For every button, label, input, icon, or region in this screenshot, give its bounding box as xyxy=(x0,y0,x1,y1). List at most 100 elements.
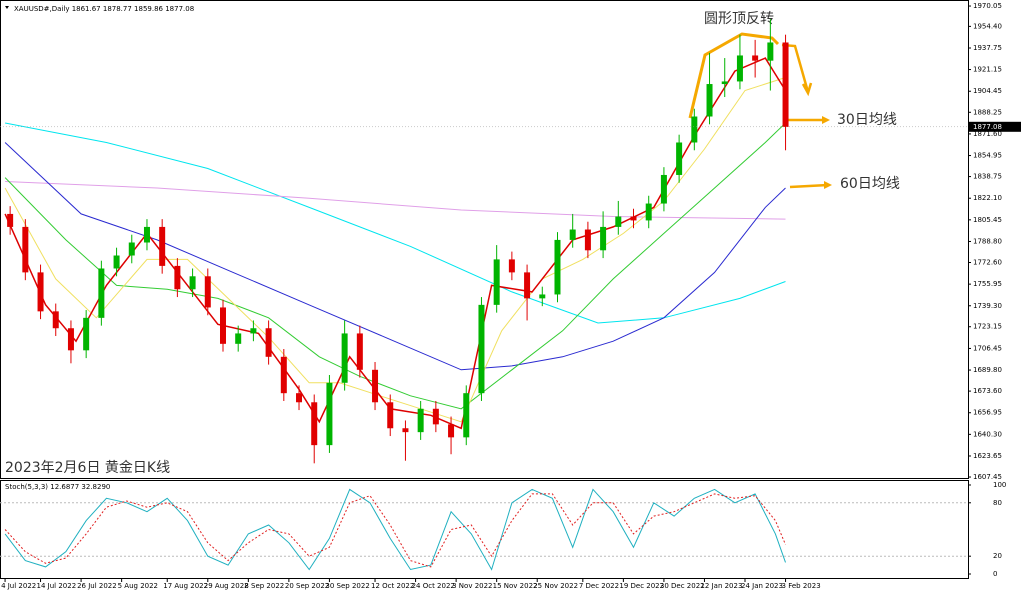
candle-body xyxy=(584,229,591,251)
candle-body xyxy=(311,402,318,446)
candle-body xyxy=(22,226,29,273)
y-tick-label: 100 xyxy=(993,481,1006,489)
annotation: 60日均线 xyxy=(840,176,900,192)
stoch-frame xyxy=(0,480,969,579)
y-tick-label: 1706.45 xyxy=(973,344,1002,352)
x-tick-label: 26 Jul 2022 xyxy=(77,582,117,590)
x-tick-label: 3 Nov 2022 xyxy=(452,582,492,590)
candle-body xyxy=(782,42,789,127)
arrow-head xyxy=(824,181,832,189)
candle-body xyxy=(52,311,59,329)
candle-body xyxy=(569,229,576,240)
y-tick-label: 1921.15 xyxy=(973,66,1002,74)
candle-body xyxy=(463,393,470,438)
x-tick-label: 12 Oct 2022 xyxy=(371,582,414,590)
candle-body xyxy=(128,242,135,256)
candle-body xyxy=(448,424,455,438)
candle-body xyxy=(736,55,743,82)
line xyxy=(5,122,786,324)
x-tick-label: 24 Jan 2023 xyxy=(741,582,783,590)
candle-body xyxy=(508,259,515,273)
y-tick-label: 1937.75 xyxy=(973,44,1002,52)
annotation: 圆形顶反转 xyxy=(704,11,774,27)
y-tick-label: 1623.65 xyxy=(973,452,1002,460)
y-tick-label: 1607.45 xyxy=(973,473,1002,481)
y-tick-label: 1888.25 xyxy=(973,108,1002,116)
x-tick-label: 30 Sep 2022 xyxy=(325,582,369,590)
candle-body xyxy=(630,216,637,221)
x-tick-label: 12 Jan 2023 xyxy=(700,582,742,590)
candle-body xyxy=(402,428,409,433)
candle-body xyxy=(721,81,728,85)
y-tick-label: 1822.10 xyxy=(973,194,1002,202)
candle-body xyxy=(265,328,272,357)
x-tick-label: 4 Jul 2022 xyxy=(1,582,36,590)
candle-body xyxy=(660,174,667,204)
y-tick-label: 1689.80 xyxy=(973,366,1002,374)
arrow xyxy=(789,183,829,189)
y-tick-label: 1640.30 xyxy=(973,430,1002,438)
line xyxy=(4,488,786,571)
x-tick-label: 7 Dec 2022 xyxy=(579,582,619,590)
y-tick-label: 1723.15 xyxy=(973,323,1002,331)
round-top-arc xyxy=(688,32,780,119)
last-price-tag xyxy=(969,121,1021,132)
x-tick-label: 20 Sep 2022 xyxy=(285,582,329,590)
candle-body xyxy=(296,393,303,403)
candle-body xyxy=(7,213,14,227)
candle-body xyxy=(98,268,105,318)
x-tick-label: 14 Jul 2022 xyxy=(37,582,77,590)
arrow-head xyxy=(801,82,813,97)
candle-body xyxy=(235,333,242,344)
x-tick-label: 3 Feb 2023 xyxy=(782,582,821,590)
candle-body xyxy=(37,272,44,312)
candle-body xyxy=(204,276,211,308)
candle-body xyxy=(159,226,166,266)
y-tick-label: 1755.95 xyxy=(973,280,1002,288)
line xyxy=(4,122,786,410)
y-tick-label: 1772.60 xyxy=(973,259,1002,267)
candle-body xyxy=(706,84,713,117)
annotation: 30日均线 xyxy=(837,112,897,128)
x-tick-label: 30 Dec 2022 xyxy=(660,582,705,590)
candle-body xyxy=(67,328,74,351)
x-tick-label: 15 Nov 2022 xyxy=(493,582,538,590)
candle-body xyxy=(143,226,150,243)
candle-body xyxy=(539,294,546,299)
y-tick-label: 0 xyxy=(993,570,997,578)
candle-body xyxy=(417,408,424,433)
y-tick-label: 1805.45 xyxy=(973,216,1002,224)
y-tick-label: 1904.45 xyxy=(973,87,1002,95)
x-tick-label: 17 Aug 2022 xyxy=(163,582,208,590)
candle-body xyxy=(478,304,485,394)
y-tick-label: 1970.05 xyxy=(973,2,1002,10)
candle-body xyxy=(387,402,394,429)
last-price-label: 1877.08 xyxy=(973,123,1002,131)
stoch-header: Stoch(5,3,3) 12.6877 32.8290 xyxy=(5,483,110,491)
candle-body xyxy=(493,259,500,305)
line xyxy=(4,77,786,423)
candle-body xyxy=(524,272,531,299)
candle-body xyxy=(372,369,379,403)
candle-body xyxy=(615,216,622,227)
candle-body xyxy=(219,307,226,344)
candle-body xyxy=(189,276,196,290)
menu-icon xyxy=(5,6,9,9)
annotation: 2023年2月6日 黄金日K线 xyxy=(5,459,170,476)
arrow-head xyxy=(822,116,830,124)
candle-body xyxy=(280,356,287,394)
y-tick-label: 1854.95 xyxy=(973,152,1002,160)
candle-body xyxy=(113,255,120,269)
candle-body xyxy=(676,142,683,175)
x-tick-label: 24 Oct 2022 xyxy=(412,582,455,590)
y-tick-label: 1838.75 xyxy=(973,173,1002,181)
candle-body xyxy=(341,333,348,383)
x-tick-label: 29 Aug 2022 xyxy=(204,582,249,590)
y-tick-label: 1739.30 xyxy=(973,302,1002,310)
y-tick-label: 1871.60 xyxy=(973,130,1002,138)
candle-body xyxy=(432,408,439,425)
y-tick-label: 1673.60 xyxy=(973,387,1002,395)
candle-body xyxy=(554,239,561,295)
